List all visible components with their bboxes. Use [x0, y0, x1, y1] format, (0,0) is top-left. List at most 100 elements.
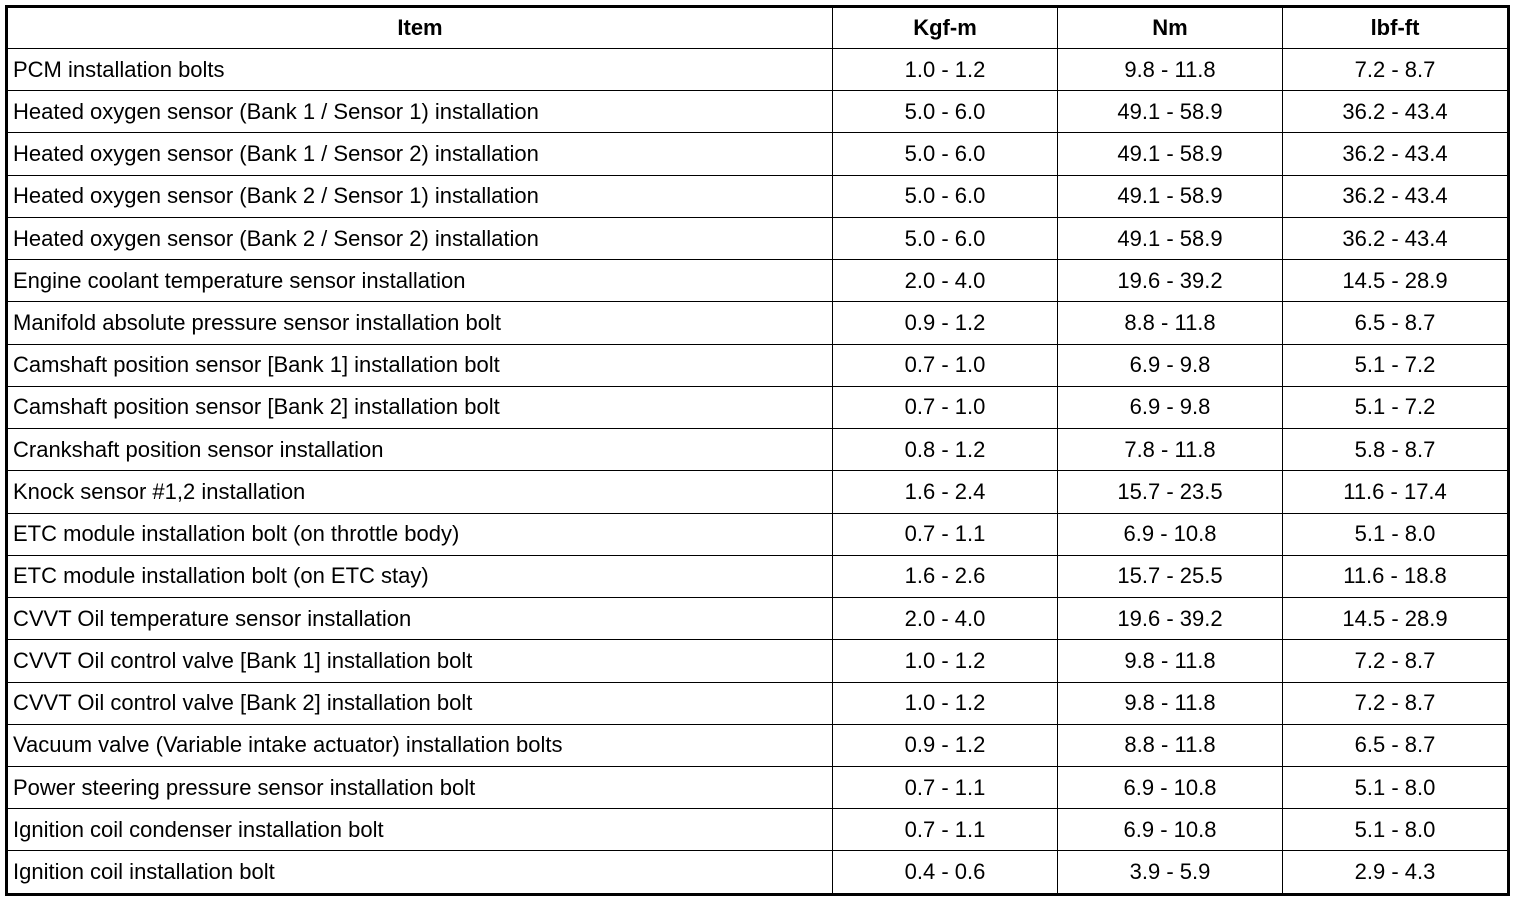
value-cell: 5.1 - 8.0	[1282, 765, 1509, 810]
value-cell: 7.2 - 8.7	[1282, 681, 1509, 725]
value-cell: 14.5 - 28.9	[1282, 259, 1509, 303]
item-cell: Power steering pressure sensor installat…	[6, 765, 833, 810]
value-cell: 1.0 - 1.2	[832, 681, 1058, 725]
value-cell: 6.9 - 10.8	[1057, 512, 1283, 556]
value-cell: 0.8 - 1.2	[832, 428, 1058, 472]
table-row: CVVT Oil control valve [Bank 1] installa…	[6, 639, 1509, 683]
header-cell: lbf-ft	[1282, 6, 1509, 49]
header-cell: Nm	[1057, 6, 1283, 49]
item-cell: Engine coolant temperature sensor instal…	[6, 259, 833, 303]
value-cell: 15.7 - 23.5	[1057, 470, 1283, 514]
item-cell: Ignition coil installation bolt	[6, 850, 833, 895]
table-row: Heated oxygen sensor (Bank 2 / Sensor 2)…	[6, 216, 1509, 261]
value-cell: 0.7 - 1.1	[832, 808, 1058, 852]
value-cell: 5.1 - 7.2	[1282, 385, 1509, 430]
item-cell: Heated oxygen sensor (Bank 1 / Sensor 1)…	[6, 90, 833, 134]
value-cell: 2.9 - 4.3	[1282, 850, 1509, 895]
value-cell: 9.8 - 11.8	[1057, 639, 1283, 683]
value-cell: 7.2 - 8.7	[1282, 47, 1509, 92]
table-row: PCM installation bolts 1.0 - 1.2 9.8 - 11.…	[6, 47, 1509, 92]
table-row: Knock sensor #1,2 installation 1.6 - 2.4 1…	[6, 470, 1509, 514]
value-cell: 7.8 - 11.8	[1057, 428, 1283, 472]
table-row: Engine coolant temperature sensor instal…	[6, 259, 1509, 303]
header-cell: Kgf-m	[832, 6, 1058, 49]
value-cell: 49.1 - 58.9	[1057, 216, 1283, 261]
table-row: Manifold absolute pressure sensor instal…	[6, 301, 1509, 345]
value-cell: 0.9 - 1.2	[832, 301, 1058, 345]
table-row: Crankshaft position sensor installation 0…	[6, 428, 1509, 472]
value-cell: 6.9 - 9.8	[1057, 343, 1283, 387]
table-row: Camshaft position sensor [Bank 1] instal…	[6, 343, 1509, 387]
item-cell: Heated oxygen sensor (Bank 2 / Sensor 2)…	[6, 216, 833, 261]
value-cell: 2.0 - 4.0	[832, 259, 1058, 303]
item-cell: PCM installation bolts	[6, 47, 833, 92]
value-cell: 6.9 - 10.8	[1057, 808, 1283, 852]
value-cell: 5.0 - 6.0	[832, 90, 1058, 134]
value-cell: 9.8 - 11.8	[1057, 47, 1283, 92]
value-cell: 19.6 - 39.2	[1057, 597, 1283, 641]
torque-table: Item Kgf-m Nm lbf-ft PCM installation bolts…	[5, 5, 1510, 896]
item-cell: Crankshaft position sensor installation	[6, 428, 833, 472]
item-cell: Knock sensor #1,2 installation	[6, 470, 833, 514]
value-cell: 1.6 - 2.4	[832, 470, 1058, 514]
value-cell: 5.1 - 8.0	[1282, 512, 1509, 556]
table-row: Vacuum valve (Variable intake actuator) …	[6, 723, 1509, 767]
table-row: CVVT Oil temperature sensor installation…	[6, 597, 1509, 641]
value-cell: 8.8 - 11.8	[1057, 723, 1283, 767]
value-cell: 1.0 - 1.2	[832, 639, 1058, 683]
table-row: Heated oxygen sensor (Bank 1 / Sensor 1)…	[6, 90, 1509, 134]
value-cell: 6.9 - 9.8	[1057, 385, 1283, 430]
item-cell: Camshaft position sensor [Bank 2] instal…	[6, 385, 833, 430]
value-cell: 6.5 - 8.7	[1282, 723, 1509, 767]
table-body: PCM installation bolts 1.0 - 1.2 9.8 - 11.…	[6, 47, 1509, 895]
item-cell: CVVT Oil temperature sensor installation	[6, 597, 833, 641]
value-cell: 6.9 - 10.8	[1057, 765, 1283, 810]
table-row: Ignition coil installation bolt 0.4 - 0.6…	[6, 850, 1509, 895]
value-cell: 1.6 - 2.6	[832, 554, 1058, 599]
value-cell: 5.1 - 8.0	[1282, 808, 1509, 852]
value-cell: 0.7 - 1.0	[832, 343, 1058, 387]
item-cell: ETC module installation bolt (on ETC sta…	[6, 554, 833, 599]
value-cell: 0.4 - 0.6	[832, 850, 1058, 895]
header-cell: Item	[6, 6, 833, 49]
value-cell: 0.9 - 1.2	[832, 723, 1058, 767]
value-cell: 8.8 - 11.8	[1057, 301, 1283, 345]
table-row: Ignition coil condenser installation bol…	[6, 808, 1509, 852]
value-cell: 2.0 - 4.0	[832, 597, 1058, 641]
value-cell: 36.2 - 43.4	[1282, 132, 1509, 176]
table-row: Heated oxygen sensor (Bank 1 / Sensor 2)…	[6, 132, 1509, 176]
value-cell: 5.8 - 8.7	[1282, 428, 1509, 472]
value-cell: 6.5 - 8.7	[1282, 301, 1509, 345]
value-cell: 36.2 - 43.4	[1282, 216, 1509, 261]
value-cell: 49.1 - 58.9	[1057, 174, 1283, 218]
item-cell: Heated oxygen sensor (Bank 2 / Sensor 1)…	[6, 174, 833, 218]
item-cell: CVVT Oil control valve [Bank 1] installa…	[6, 639, 833, 683]
value-cell: 14.5 - 28.9	[1282, 597, 1509, 641]
value-cell: 36.2 - 43.4	[1282, 90, 1509, 134]
table-row: Heated oxygen sensor (Bank 2 / Sensor 1)…	[6, 174, 1509, 218]
item-cell: ETC module installation bolt (on throttl…	[6, 512, 833, 556]
item-cell: Manifold absolute pressure sensor instal…	[6, 301, 833, 345]
table-row: CVVT Oil control valve [Bank 2] installa…	[6, 681, 1509, 725]
value-cell: 5.0 - 6.0	[832, 216, 1058, 261]
value-cell: 49.1 - 58.9	[1057, 132, 1283, 176]
item-cell: CVVT Oil control valve [Bank 2] installa…	[6, 681, 833, 725]
table-row: Camshaft position sensor [Bank 2] instal…	[6, 385, 1509, 430]
item-cell: Vacuum valve (Variable intake actuator) …	[6, 723, 833, 767]
value-cell: 15.7 - 25.5	[1057, 554, 1283, 599]
value-cell: 7.2 - 8.7	[1282, 639, 1509, 683]
value-cell: 11.6 - 18.8	[1282, 554, 1509, 599]
value-cell: 5.0 - 6.0	[832, 174, 1058, 218]
table-row: Power steering pressure sensor installat…	[6, 765, 1509, 810]
table-row: ETC module installation bolt (on throttl…	[6, 512, 1509, 556]
value-cell: 1.0 - 1.2	[832, 47, 1058, 92]
value-cell: 5.1 - 7.2	[1282, 343, 1509, 387]
value-cell: 0.7 - 1.1	[832, 512, 1058, 556]
table-row: ETC module installation bolt (on ETC sta…	[6, 554, 1509, 599]
value-cell: 5.0 - 6.0	[832, 132, 1058, 176]
value-cell: 49.1 - 58.9	[1057, 90, 1283, 134]
value-cell: 0.7 - 1.0	[832, 385, 1058, 430]
item-cell: Ignition coil condenser installation bol…	[6, 808, 833, 852]
value-cell: 19.6 - 39.2	[1057, 259, 1283, 303]
